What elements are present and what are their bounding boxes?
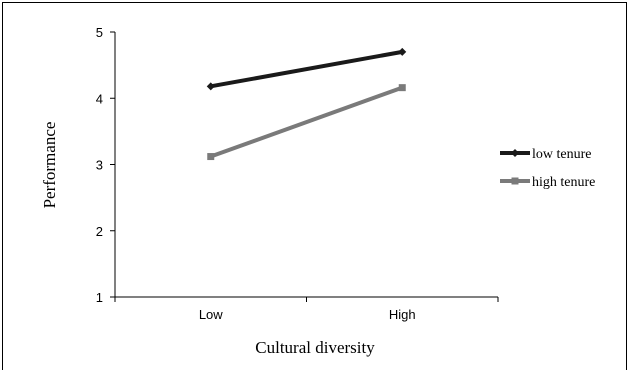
y-tick-label: 3 (96, 158, 103, 173)
data-point (511, 149, 519, 157)
y-tick-label: 1 (96, 290, 103, 305)
x-axis-label: Cultural diversity (255, 338, 375, 357)
y-tick-label: 5 (96, 25, 103, 40)
data-point (206, 82, 215, 91)
y-tick-label: 4 (96, 91, 103, 106)
x-axis: Low High (114, 296, 499, 322)
legend-label: low tenure (532, 147, 591, 162)
x-tick-label: Low (199, 307, 223, 322)
series-layer (206, 47, 407, 161)
legend-item: low tenure (500, 147, 591, 162)
legend-item: high tenure (500, 175, 595, 190)
legend-label: high tenure (532, 175, 595, 190)
data-point (207, 153, 215, 161)
series-line (210, 85, 403, 159)
data-point (398, 84, 406, 92)
y-axis-label: Performance (40, 122, 59, 209)
series-line (210, 49, 403, 89)
data-point (511, 177, 519, 185)
x-tick-label: High (389, 307, 416, 322)
series-low-tenure (206, 47, 407, 91)
y-tick-label: 2 (96, 224, 103, 239)
data-point (398, 47, 407, 56)
series-high-tenure (207, 84, 406, 161)
legend: low tenure high tenure (500, 147, 595, 190)
y-axis: 1 2 3 4 5 (96, 25, 116, 305)
